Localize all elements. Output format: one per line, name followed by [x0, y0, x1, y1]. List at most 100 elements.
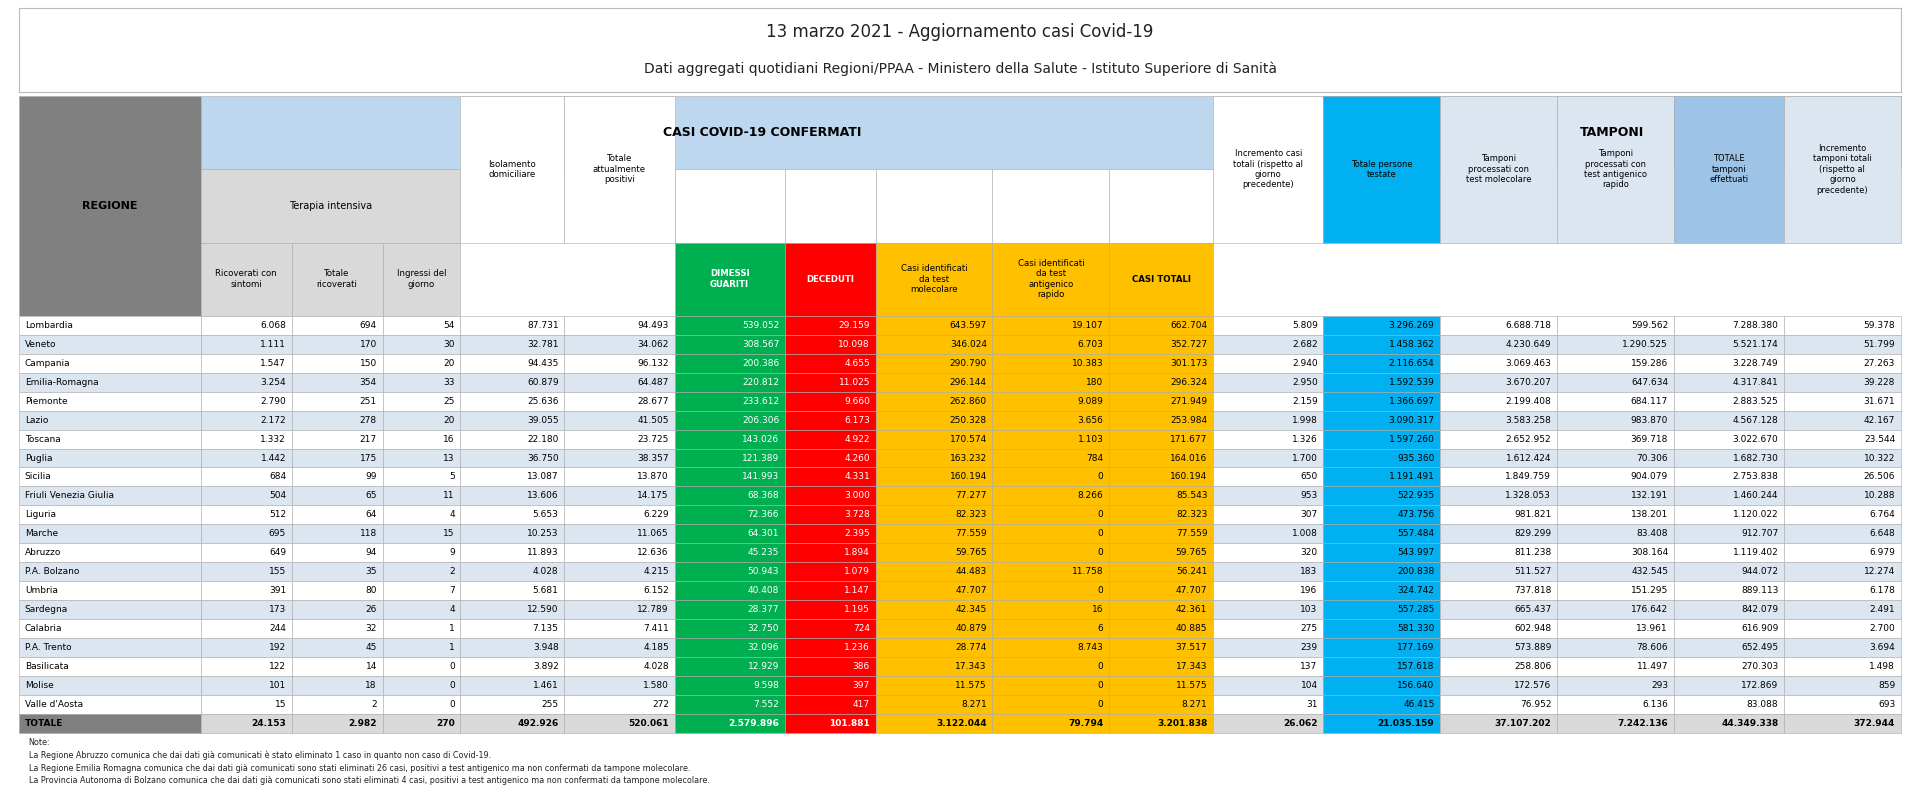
Text: 141.993: 141.993: [741, 473, 780, 481]
Bar: [1674, 372, 1784, 392]
Bar: [202, 525, 292, 543]
Text: 6.173: 6.173: [845, 416, 870, 425]
Bar: [202, 600, 292, 619]
Text: 1.498: 1.498: [1870, 662, 1895, 671]
Text: 278: 278: [359, 416, 376, 425]
Bar: [1213, 449, 1323, 468]
Text: 4: 4: [449, 510, 455, 519]
Text: 6.764: 6.764: [1870, 510, 1895, 519]
Text: TOTALE
tamponi
effettuati: TOTALE tamponi effettuati: [1709, 155, 1749, 184]
Bar: [785, 505, 876, 525]
Text: 40.879: 40.879: [956, 624, 987, 633]
Text: 37.107.202: 37.107.202: [1494, 719, 1551, 728]
Bar: [382, 525, 461, 543]
Bar: [564, 676, 674, 695]
Bar: [993, 582, 1110, 600]
Bar: [1674, 449, 1784, 468]
Bar: [1784, 392, 1901, 411]
Text: Valle d'Aosta: Valle d'Aosta: [25, 700, 83, 709]
Bar: [1323, 468, 1440, 486]
Text: Abruzzo: Abruzzo: [25, 549, 61, 557]
Bar: [19, 316, 202, 335]
Text: 42.361: 42.361: [1177, 606, 1208, 614]
Text: 59.378: 59.378: [1864, 320, 1895, 330]
Bar: [876, 657, 993, 676]
Bar: [19, 714, 202, 733]
Text: 1.332: 1.332: [261, 435, 286, 444]
Bar: [202, 392, 292, 411]
Bar: [382, 392, 461, 411]
Text: 20: 20: [444, 416, 455, 425]
Text: 258.806: 258.806: [1515, 662, 1551, 671]
Bar: [1784, 600, 1901, 619]
Text: 2.159: 2.159: [1292, 396, 1317, 405]
Bar: [1110, 582, 1213, 600]
Bar: [1213, 619, 1323, 638]
Text: 7.552: 7.552: [753, 700, 780, 709]
Text: 103: 103: [1300, 606, 1317, 614]
Bar: [1674, 543, 1784, 562]
Text: Piemonte: Piemonte: [25, 396, 67, 405]
Bar: [564, 657, 674, 676]
Text: 308.164: 308.164: [1630, 549, 1668, 557]
Text: 13.087: 13.087: [526, 473, 559, 481]
Bar: [19, 505, 202, 525]
Bar: [1440, 505, 1557, 525]
Bar: [382, 505, 461, 525]
Bar: [292, 335, 382, 354]
Bar: [785, 714, 876, 733]
Bar: [1440, 543, 1557, 562]
Bar: [1110, 600, 1213, 619]
Bar: [564, 695, 674, 714]
Text: 77.277: 77.277: [956, 492, 987, 501]
Text: 65: 65: [365, 492, 376, 501]
Text: Friuli Venezia Giulia: Friuli Venezia Giulia: [25, 492, 113, 501]
Bar: [993, 714, 1110, 733]
Text: 3.069.463: 3.069.463: [1505, 359, 1551, 368]
Bar: [461, 714, 564, 733]
Bar: [1784, 354, 1901, 372]
Bar: [1323, 543, 1440, 562]
Bar: [876, 695, 993, 714]
Text: 23.544: 23.544: [1864, 435, 1895, 444]
Text: 1.326: 1.326: [1292, 435, 1317, 444]
Bar: [1784, 714, 1901, 733]
Bar: [461, 429, 564, 449]
Bar: [1674, 486, 1784, 505]
Bar: [461, 525, 564, 543]
Text: 784: 784: [1087, 453, 1104, 462]
Bar: [292, 372, 382, 392]
Text: 11.025: 11.025: [839, 377, 870, 387]
Text: 417: 417: [852, 700, 870, 709]
Text: 26.062: 26.062: [1283, 719, 1317, 728]
Text: 26.506: 26.506: [1864, 473, 1895, 481]
Text: 38.357: 38.357: [637, 453, 668, 462]
Bar: [1784, 695, 1901, 714]
Text: 45: 45: [365, 643, 376, 652]
Text: 32.096: 32.096: [747, 643, 780, 652]
Bar: [1784, 96, 1901, 243]
Text: 912.707: 912.707: [1741, 529, 1778, 538]
Bar: [461, 411, 564, 429]
Bar: [785, 243, 876, 316]
Bar: [1784, 543, 1901, 562]
Bar: [1213, 543, 1323, 562]
Text: 0: 0: [1098, 473, 1104, 481]
Text: 724: 724: [852, 624, 870, 633]
Bar: [1213, 695, 1323, 714]
Bar: [1674, 657, 1784, 676]
Bar: [461, 582, 564, 600]
Text: 78.606: 78.606: [1636, 643, 1668, 652]
Bar: [1784, 525, 1901, 543]
Bar: [1110, 676, 1213, 695]
Bar: [1213, 505, 1323, 525]
Text: 616.909: 616.909: [1741, 624, 1778, 633]
Text: 9.089: 9.089: [1077, 396, 1104, 405]
Text: 59.765: 59.765: [1175, 549, 1208, 557]
Text: 7.411: 7.411: [643, 624, 668, 633]
Text: 150: 150: [359, 359, 376, 368]
Bar: [876, 505, 993, 525]
Text: 811.238: 811.238: [1515, 549, 1551, 557]
Bar: [382, 243, 461, 316]
Text: 324.742: 324.742: [1398, 586, 1434, 595]
